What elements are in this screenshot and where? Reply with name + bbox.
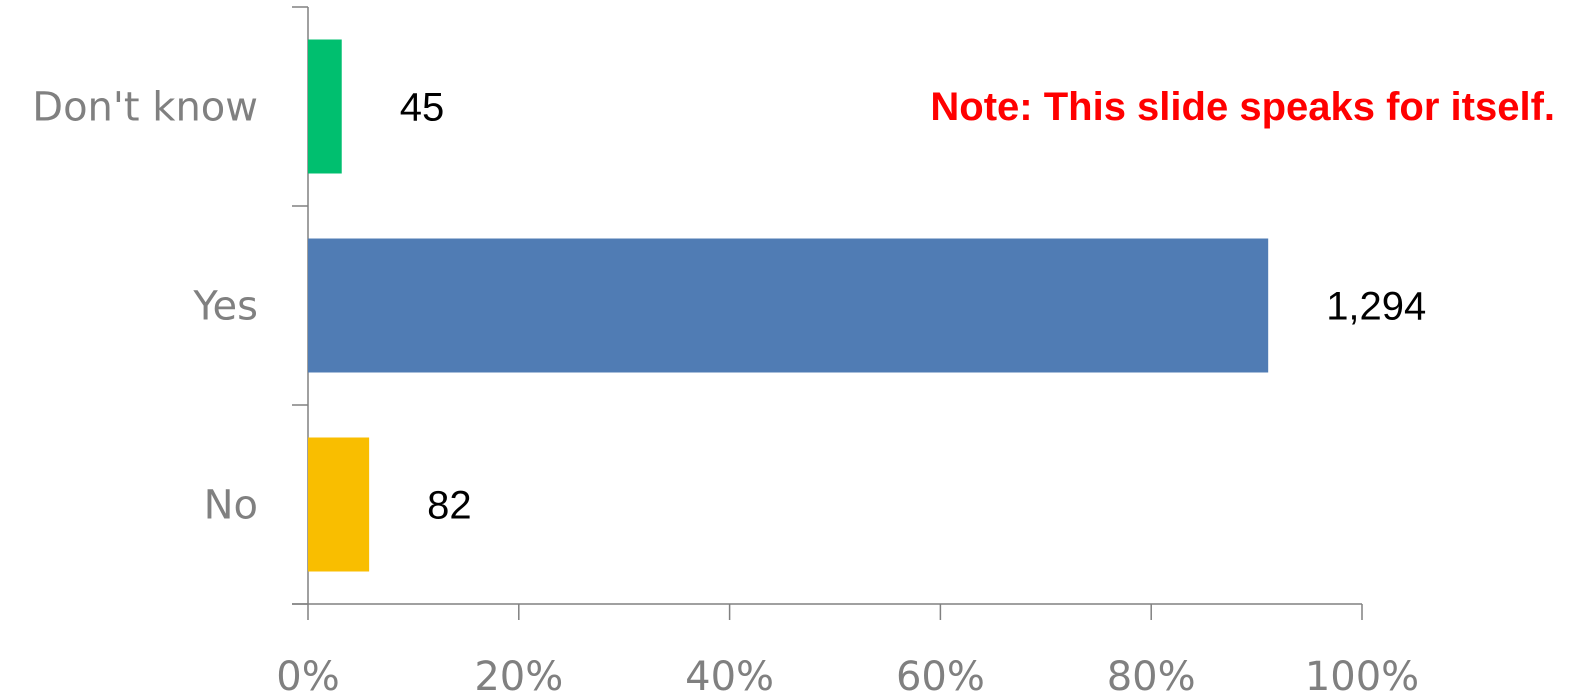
- x-tick-label: 100%: [1305, 654, 1419, 700]
- x-tick-label: 60%: [896, 654, 985, 700]
- bar: [308, 437, 370, 572]
- x-tick-label: 40%: [685, 654, 774, 700]
- x-tick-label: 0%: [276, 654, 339, 700]
- category-label: Yes: [192, 284, 258, 330]
- x-tick-label: 20%: [474, 654, 563, 700]
- bars: [308, 39, 1269, 572]
- note-text: Note: This slide speaks for itself.: [930, 85, 1555, 129]
- x-tick-labels: 0% 20% 40% 60% 80% 100%: [276, 654, 1419, 700]
- data-label: 45: [400, 86, 445, 130]
- data-label: 82: [427, 484, 472, 528]
- category-labels: Don't know Yes No: [32, 85, 258, 529]
- x-tick-label: 80%: [1107, 654, 1196, 700]
- bar: [308, 39, 342, 174]
- data-label: 1,294: [1326, 285, 1426, 329]
- category-label: Don't know: [32, 85, 258, 131]
- bar: [308, 238, 1269, 373]
- category-label: No: [204, 483, 258, 529]
- value-labels: 45 1,294 82: [400, 86, 1427, 528]
